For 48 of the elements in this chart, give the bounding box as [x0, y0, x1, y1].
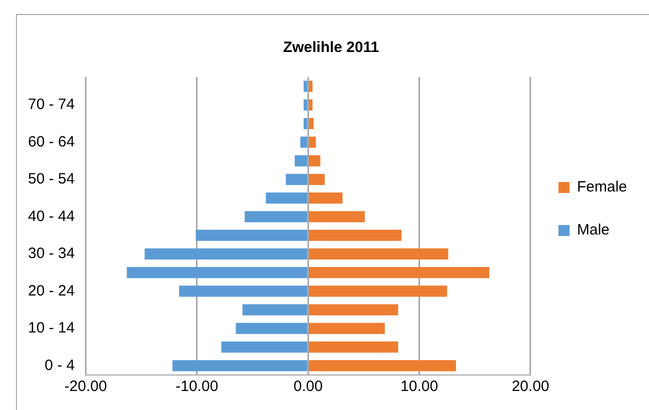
- bar: [308, 341, 398, 353]
- bar: [179, 286, 308, 297]
- y-tick-label: 40 - 44: [28, 208, 75, 225]
- bar: [126, 266, 308, 278]
- bar: [304, 80, 308, 92]
- x-tick-label: 0.00: [293, 378, 323, 396]
- y-tick-label: 10 - 14: [28, 320, 75, 337]
- bar: [304, 99, 308, 111]
- y-tick-label: 20 - 24: [28, 282, 75, 300]
- bar: [196, 230, 308, 241]
- bar: [308, 80, 313, 92]
- x-tick-label: -20.00: [64, 378, 107, 396]
- bar: [236, 322, 308, 334]
- y-tick-label: 50 - 54: [28, 170, 75, 188]
- x-tick-label: 10.00: [400, 378, 438, 396]
- bar: [242, 304, 308, 316]
- bar: [308, 174, 325, 186]
- y-tick-label: 70 - 74: [28, 96, 75, 114]
- bar: [286, 174, 308, 186]
- y-tick-label: 0 - 4: [44, 356, 75, 374]
- bar: [308, 118, 314, 130]
- bar: [308, 248, 448, 260]
- bar: [144, 248, 308, 260]
- bar: [300, 136, 308, 148]
- bar: [172, 360, 308, 372]
- bar: [294, 155, 308, 166]
- bar: [244, 211, 308, 222]
- bar: [308, 230, 402, 241]
- bar: [308, 136, 316, 148]
- bar: [221, 341, 308, 353]
- bar: [308, 99, 313, 111]
- bar: [308, 360, 456, 372]
- legend-label: Female: [576, 178, 628, 196]
- bar: [308, 266, 490, 278]
- x-tick-label: -10.00: [176, 378, 218, 396]
- chart-title: Zwelihle 2011: [283, 39, 379, 56]
- y-tick-label: 30 - 34: [28, 245, 75, 262]
- x-tick-label: 20.00: [512, 378, 550, 396]
- bar: [304, 118, 308, 130]
- bar: [308, 192, 343, 204]
- bar: [308, 286, 448, 297]
- bar: [266, 192, 308, 204]
- bar: [308, 322, 385, 334]
- y-tick-label: 60 - 64: [28, 133, 75, 150]
- bar: [308, 155, 320, 166]
- legend-label: Male: [576, 222, 610, 239]
- bar: [308, 211, 365, 222]
- bar: [308, 304, 398, 316]
